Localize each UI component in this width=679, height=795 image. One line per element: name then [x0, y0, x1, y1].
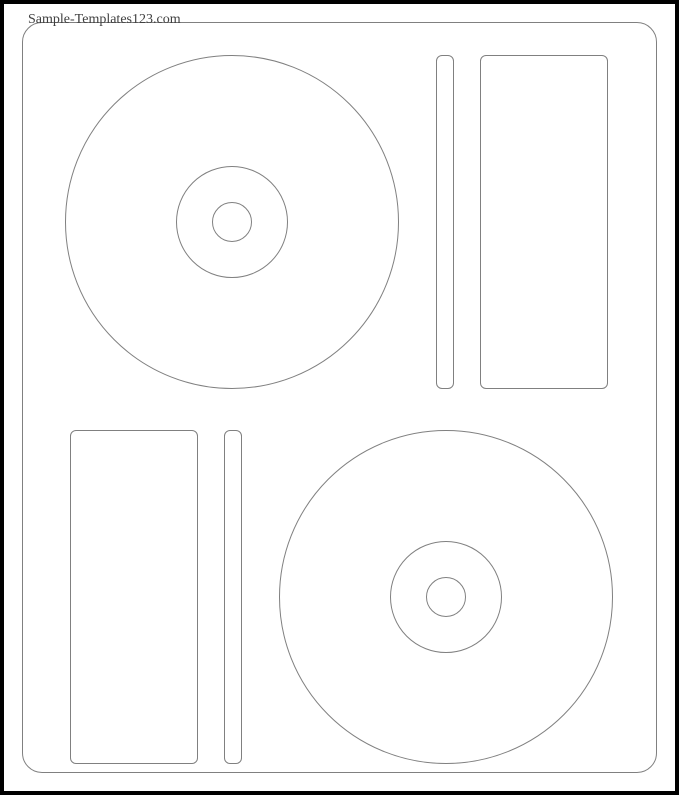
template-stage	[22, 22, 657, 773]
case-label-2	[70, 430, 198, 764]
spine-label-2	[224, 430, 242, 764]
case-label-1	[480, 55, 608, 389]
label-sheet: Sample-Templates123.com	[22, 22, 657, 773]
disc-1-hole	[212, 202, 252, 242]
disc-2-hole	[426, 577, 466, 617]
spine-label-1	[436, 55, 454, 389]
